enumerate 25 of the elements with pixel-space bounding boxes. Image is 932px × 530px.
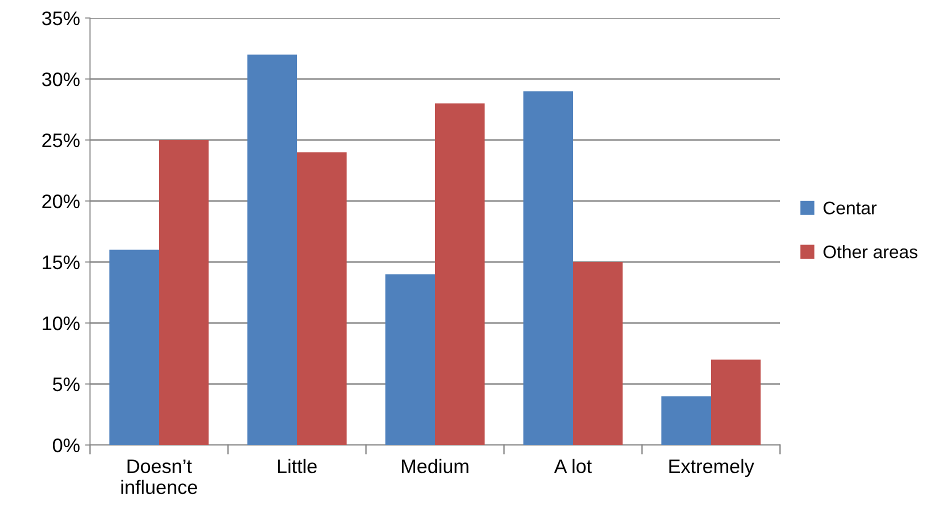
y-tick-label: 20% [42, 194, 80, 208]
y-tick-label: 15% [42, 256, 80, 270]
legend-label: Other areas [824, 245, 918, 258]
legend-label: Centar [824, 202, 877, 214]
y-tick-label: 10% [42, 316, 80, 330]
bar [661, 396, 711, 445]
x-tick-label: Extremely [669, 458, 754, 478]
bar [523, 91, 573, 445]
bar [159, 140, 209, 445]
bar [297, 152, 347, 445]
x-tick-label: Little [278, 458, 317, 474]
y-tick-label: 25% [42, 133, 80, 148]
x-tick-label: Doesn’t influence [121, 460, 198, 494]
y-tick-label: 5% [52, 378, 80, 392]
bar [573, 262, 623, 445]
bar [385, 274, 435, 445]
x-tick-label: Medium [402, 458, 468, 474]
y-tick-label: 30% [42, 72, 80, 86]
y-tick-label: 0% [52, 438, 80, 452]
x-tick-label: A lot [554, 458, 592, 474]
bar [435, 103, 485, 445]
bar [247, 54, 297, 445]
bar [711, 360, 761, 445]
bar [109, 250, 159, 445]
y-tick-label: 35% [42, 11, 80, 26]
